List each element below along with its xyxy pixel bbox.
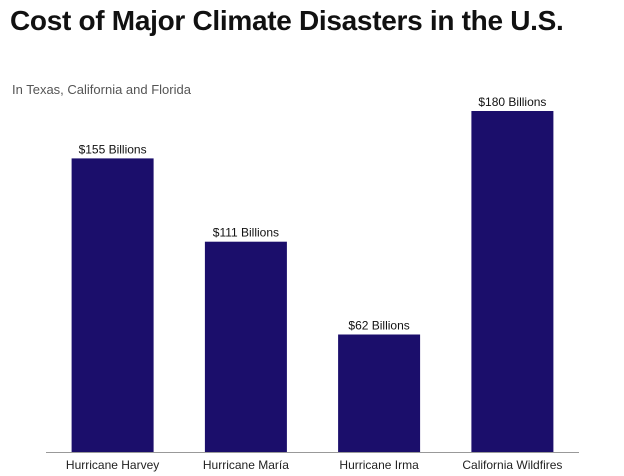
bar-4 (471, 111, 554, 452)
data-label-4: $180 Billions (478, 95, 546, 109)
x-tick-label-3: Hurricane Irma (339, 458, 419, 472)
data-label-2: $111 Billions (213, 226, 279, 240)
x-tick-label-4: California Wildfires (462, 458, 562, 472)
chart-subtitle: In Texas, California and Florida (12, 82, 191, 97)
x-tick-label-1: Hurricane Harvey (66, 458, 159, 472)
bar-3 (338, 334, 421, 452)
bars-group (71, 111, 554, 452)
bar-1 (71, 158, 154, 452)
chart-title: Cost of Major Climate Disasters in the U… (10, 5, 564, 36)
bar-2 (204, 241, 287, 452)
value-labels-group: $155 Billions $111 Billions $62 Billions $1… (79, 95, 547, 333)
x-tick-labels-group: Hurricane Harvey Hurricane María Hurricane… (66, 458, 563, 472)
data-label-3: $62 Billions (348, 319, 409, 333)
x-tick-label-2: Hurricane María (203, 458, 289, 472)
data-label-1: $155 Billions (79, 142, 147, 156)
